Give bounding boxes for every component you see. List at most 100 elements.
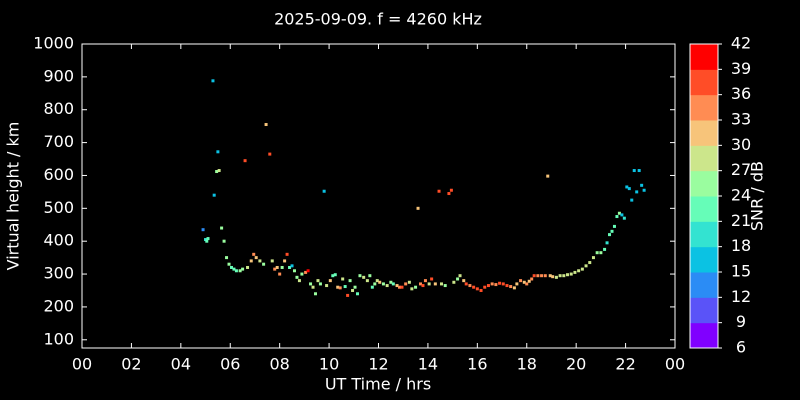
point <box>540 274 544 278</box>
point <box>234 269 238 273</box>
colorbar-tick-label: 42 <box>731 34 751 53</box>
x-tick-label: 18 <box>517 355 537 374</box>
point <box>362 275 366 279</box>
point <box>268 152 272 156</box>
point <box>375 279 379 283</box>
point <box>336 285 340 289</box>
point <box>580 267 584 271</box>
point <box>625 185 629 189</box>
point <box>615 215 619 219</box>
point <box>551 275 555 279</box>
colorbar-tick-label: 33 <box>731 110 751 129</box>
point <box>313 292 317 296</box>
point <box>273 267 277 271</box>
point <box>627 187 631 191</box>
y-tick-label: 200 <box>43 296 74 315</box>
point <box>292 269 296 273</box>
point <box>475 287 479 291</box>
point <box>378 280 382 284</box>
point <box>381 282 385 286</box>
point <box>637 169 641 173</box>
point <box>543 274 547 278</box>
point <box>440 282 444 286</box>
point <box>306 269 310 273</box>
point <box>447 192 451 196</box>
colorbar-tick-label: 39 <box>731 59 751 78</box>
point <box>464 282 468 286</box>
point <box>204 238 208 242</box>
x-tick-label: 04 <box>171 355 191 374</box>
point <box>205 239 209 243</box>
point <box>275 265 279 269</box>
point <box>416 206 420 210</box>
point <box>278 272 282 276</box>
point <box>254 256 258 260</box>
point <box>212 193 216 197</box>
point <box>215 170 219 174</box>
point <box>252 252 256 256</box>
point <box>227 262 231 266</box>
point <box>216 150 220 154</box>
point <box>385 284 389 288</box>
colorbar-band <box>690 69 718 96</box>
colorbar-band <box>690 196 718 222</box>
point <box>577 269 581 273</box>
point <box>437 189 441 193</box>
colorbar-tick-label: 18 <box>731 236 751 255</box>
point <box>373 282 377 286</box>
colorbar-band <box>690 272 718 298</box>
point <box>229 265 233 269</box>
point <box>290 264 294 268</box>
point <box>640 183 644 187</box>
y-tick-label: 500 <box>43 198 74 217</box>
point <box>365 279 369 283</box>
point <box>617 211 621 215</box>
point <box>328 279 332 283</box>
point <box>443 284 447 288</box>
point <box>642 188 646 192</box>
point <box>325 284 329 288</box>
point <box>584 264 588 268</box>
point <box>270 259 274 263</box>
point <box>522 280 526 284</box>
point <box>430 277 434 281</box>
colorbar-band <box>690 120 718 146</box>
point <box>249 259 253 263</box>
point <box>264 123 268 127</box>
point <box>635 190 639 194</box>
colorbar-tick-label: 36 <box>731 84 751 103</box>
point <box>222 239 226 243</box>
point <box>225 256 229 260</box>
x-tick-label: 06 <box>220 355 240 374</box>
point <box>525 282 529 286</box>
point <box>414 285 418 289</box>
point <box>427 282 431 286</box>
point <box>283 259 287 263</box>
colorbar-band <box>690 246 718 273</box>
point <box>246 265 250 269</box>
y-tick-label: 100 <box>43 329 74 348</box>
colorbar-band <box>690 297 718 324</box>
colorbar-band <box>690 44 718 70</box>
y-axis-label: Virtual height / km <box>4 122 23 271</box>
point <box>630 198 634 202</box>
x-tick-label: 10 <box>319 355 339 374</box>
point <box>472 285 476 289</box>
point <box>620 213 624 217</box>
point <box>566 273 570 277</box>
x-tick-label: 00 <box>72 355 92 374</box>
colorbar-band <box>690 322 718 349</box>
colorbar-tick-label: 24 <box>731 186 751 205</box>
point <box>238 269 242 273</box>
point <box>288 265 292 269</box>
point <box>605 241 609 245</box>
point <box>398 285 402 289</box>
point <box>333 273 337 277</box>
point <box>588 261 592 265</box>
point <box>494 283 498 287</box>
point <box>295 275 299 279</box>
point <box>573 270 577 274</box>
point <box>318 282 322 286</box>
point <box>530 277 534 281</box>
point <box>407 280 411 284</box>
